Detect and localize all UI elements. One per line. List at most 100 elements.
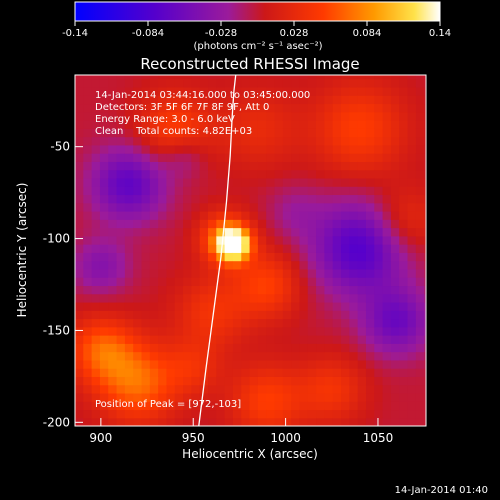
heatmap-cell [382, 161, 392, 171]
heatmap-cell [108, 202, 118, 212]
heatmap-cell [183, 136, 192, 146]
heatmap-cell [83, 78, 93, 88]
heatmap-cell [116, 227, 126, 237]
heatmap-cell [291, 326, 301, 336]
heatmap-cell [91, 177, 101, 187]
heatmap-cell [241, 417, 251, 426]
heatmap-cell [307, 310, 317, 320]
heatmap-cell [208, 244, 217, 253]
heatmap-cell [424, 227, 426, 237]
heatmap-cell [224, 210, 234, 220]
heatmap-cell [316, 417, 325, 426]
heatmap-cell [349, 359, 359, 369]
heatmap-cell [257, 210, 267, 220]
heatmap-cell [299, 194, 309, 204]
heatmap-cell [116, 86, 126, 96]
heatmap-cell [299, 235, 309, 245]
heatmap-cell [158, 75, 168, 80]
heatmap-cell [266, 186, 276, 196]
heatmap-cell [374, 144, 384, 154]
heatmap-cell [266, 384, 276, 394]
heatmap-cell [174, 293, 184, 303]
heatmap-cell [191, 95, 201, 105]
heatmap-cell [399, 301, 409, 311]
heatmap-cell [83, 260, 93, 270]
heatmap-cell [116, 359, 126, 369]
heatmap-cell [257, 235, 267, 245]
heatmap-cell [365, 75, 375, 80]
heatmap-cell [341, 376, 350, 386]
heatmap-cell [224, 128, 234, 138]
heatmap-cell [374, 227, 384, 237]
heatmap-cell [357, 161, 367, 171]
heatmap-cell [124, 285, 134, 295]
heatmap-cell [199, 301, 209, 311]
heatmap-cell [357, 351, 367, 361]
heatmap-cell [299, 260, 309, 270]
heatmap-cell [274, 244, 284, 253]
heatmap-cell [108, 310, 118, 320]
heatmap-cell [75, 252, 84, 262]
heatmap-cell [332, 376, 342, 386]
heatmap-cell [407, 351, 417, 361]
heatmap-cell [133, 78, 143, 88]
heatmap-cell [365, 260, 375, 270]
heatmap-cell [424, 376, 426, 386]
heatmap-cell [183, 335, 192, 344]
heatmap-cell [282, 310, 292, 320]
heatmap-cell [407, 368, 417, 377]
heatmap-cell [357, 194, 367, 204]
heatmap-cell [166, 417, 176, 426]
heatmap-cell [124, 186, 134, 196]
heatmap-cell [141, 384, 151, 394]
heatmap-cell [183, 194, 192, 204]
heatmap-cell [199, 293, 209, 303]
heatmap-cell [382, 244, 392, 253]
heatmap-cell [266, 268, 276, 278]
heatmap-cell [316, 120, 325, 129]
heatmap-cell [282, 359, 292, 369]
heatmap-cell [199, 95, 209, 105]
heatmap-cell [174, 368, 184, 377]
colorbar-tick-label: 0.084 [353, 28, 382, 39]
heatmap-cell [232, 293, 242, 303]
heatmap-cell [133, 252, 143, 262]
heatmap-cell [224, 186, 234, 196]
heatmap-cell [149, 326, 159, 336]
heatmap-cell [75, 285, 84, 295]
heatmap-cell [365, 103, 375, 113]
heatmap-cell [415, 417, 425, 426]
heatmap-cell [199, 277, 209, 287]
heatmap-cell [316, 368, 325, 377]
heatmap-cell [257, 293, 267, 303]
heatmap-cell [307, 401, 317, 411]
heatmap-cell [357, 368, 367, 377]
heatmap-cell [232, 318, 242, 328]
heatmap-cell [216, 219, 226, 229]
heatmap-cell [341, 409, 350, 419]
heatmap-cell [390, 318, 400, 328]
heatmap-cell [174, 169, 184, 179]
heatmap-cell [166, 301, 176, 311]
heatmap-cell [158, 285, 168, 295]
heatmap-cell [149, 153, 159, 162]
heatmap-cell [174, 177, 184, 187]
heatmap-cell [357, 177, 367, 187]
heatmap-cell [291, 235, 301, 245]
heatmap-cell [216, 417, 226, 426]
heatmap-cell [174, 301, 184, 311]
heatmap-cell [133, 120, 143, 129]
heatmap-cell [249, 277, 259, 287]
heatmap-cell [83, 301, 93, 311]
chart-title: Reconstructed RHESSI Image [140, 55, 359, 73]
heatmap-cell [332, 268, 342, 278]
heatmap-cell [75, 359, 84, 369]
heatmap-cell [183, 401, 192, 411]
heatmap-cell [141, 75, 151, 80]
heatmap-cell [266, 260, 276, 270]
heatmap-cell [365, 351, 375, 361]
heatmap-cell [291, 144, 301, 154]
heatmap-cell [424, 301, 426, 311]
heatmap-cell [224, 136, 234, 146]
heatmap-cell [266, 293, 276, 303]
